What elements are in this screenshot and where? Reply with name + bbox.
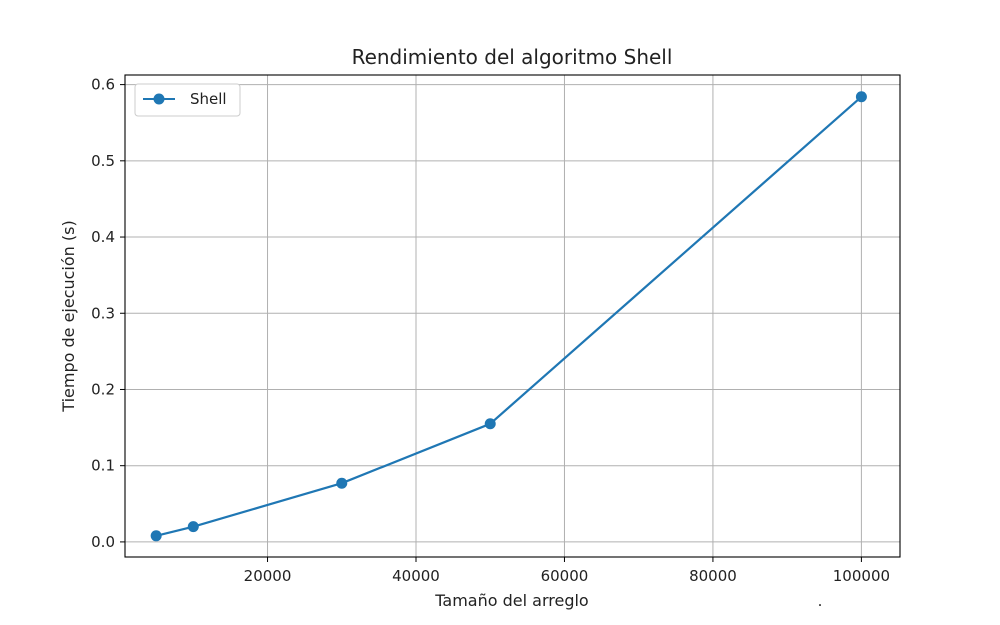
legend-label: Shell — [190, 90, 227, 108]
y-tick-label: 0.3 — [91, 304, 115, 322]
x-ticks: 20000 40000 60000 80000 100000 — [244, 557, 890, 585]
data-point — [187, 521, 199, 533]
data-point — [150, 530, 162, 542]
x-axis-label: Tamaño del arreglo — [434, 591, 588, 610]
x-tick-label: 80000 — [689, 567, 737, 585]
data-point — [855, 91, 867, 103]
x-tick-label: 100000 — [833, 567, 890, 585]
y-tick-label: 0.4 — [91, 228, 115, 246]
y-tick-label: 0.5 — [91, 152, 115, 170]
x-tick-label: 60000 — [541, 567, 589, 585]
stray-mark: . — [818, 592, 823, 610]
grid-lines — [125, 75, 900, 557]
y-tick-label: 0.0 — [91, 533, 115, 551]
legend-marker-sample — [153, 93, 165, 105]
y-tick-label: 0.2 — [91, 380, 115, 398]
x-tick-label: 20000 — [244, 567, 292, 585]
y-axis-label: Tiempo de ejecución (s) — [59, 220, 78, 412]
legend-box — [134, 83, 241, 117]
chart-title: Rendimiento del algoritmo Shell — [352, 45, 673, 69]
legend: Shell — [134, 83, 241, 117]
x-tick-label: 40000 — [392, 567, 440, 585]
y-tick-label: 0.1 — [91, 457, 115, 475]
y-ticks: 0.0 0.1 0.2 0.3 0.4 0.5 0.6 — [91, 76, 125, 551]
series-markers — [150, 91, 867, 542]
data-point — [336, 477, 348, 489]
data-point — [484, 418, 496, 430]
plot-frame — [124, 74, 901, 558]
y-tick-label: 0.6 — [91, 76, 115, 94]
